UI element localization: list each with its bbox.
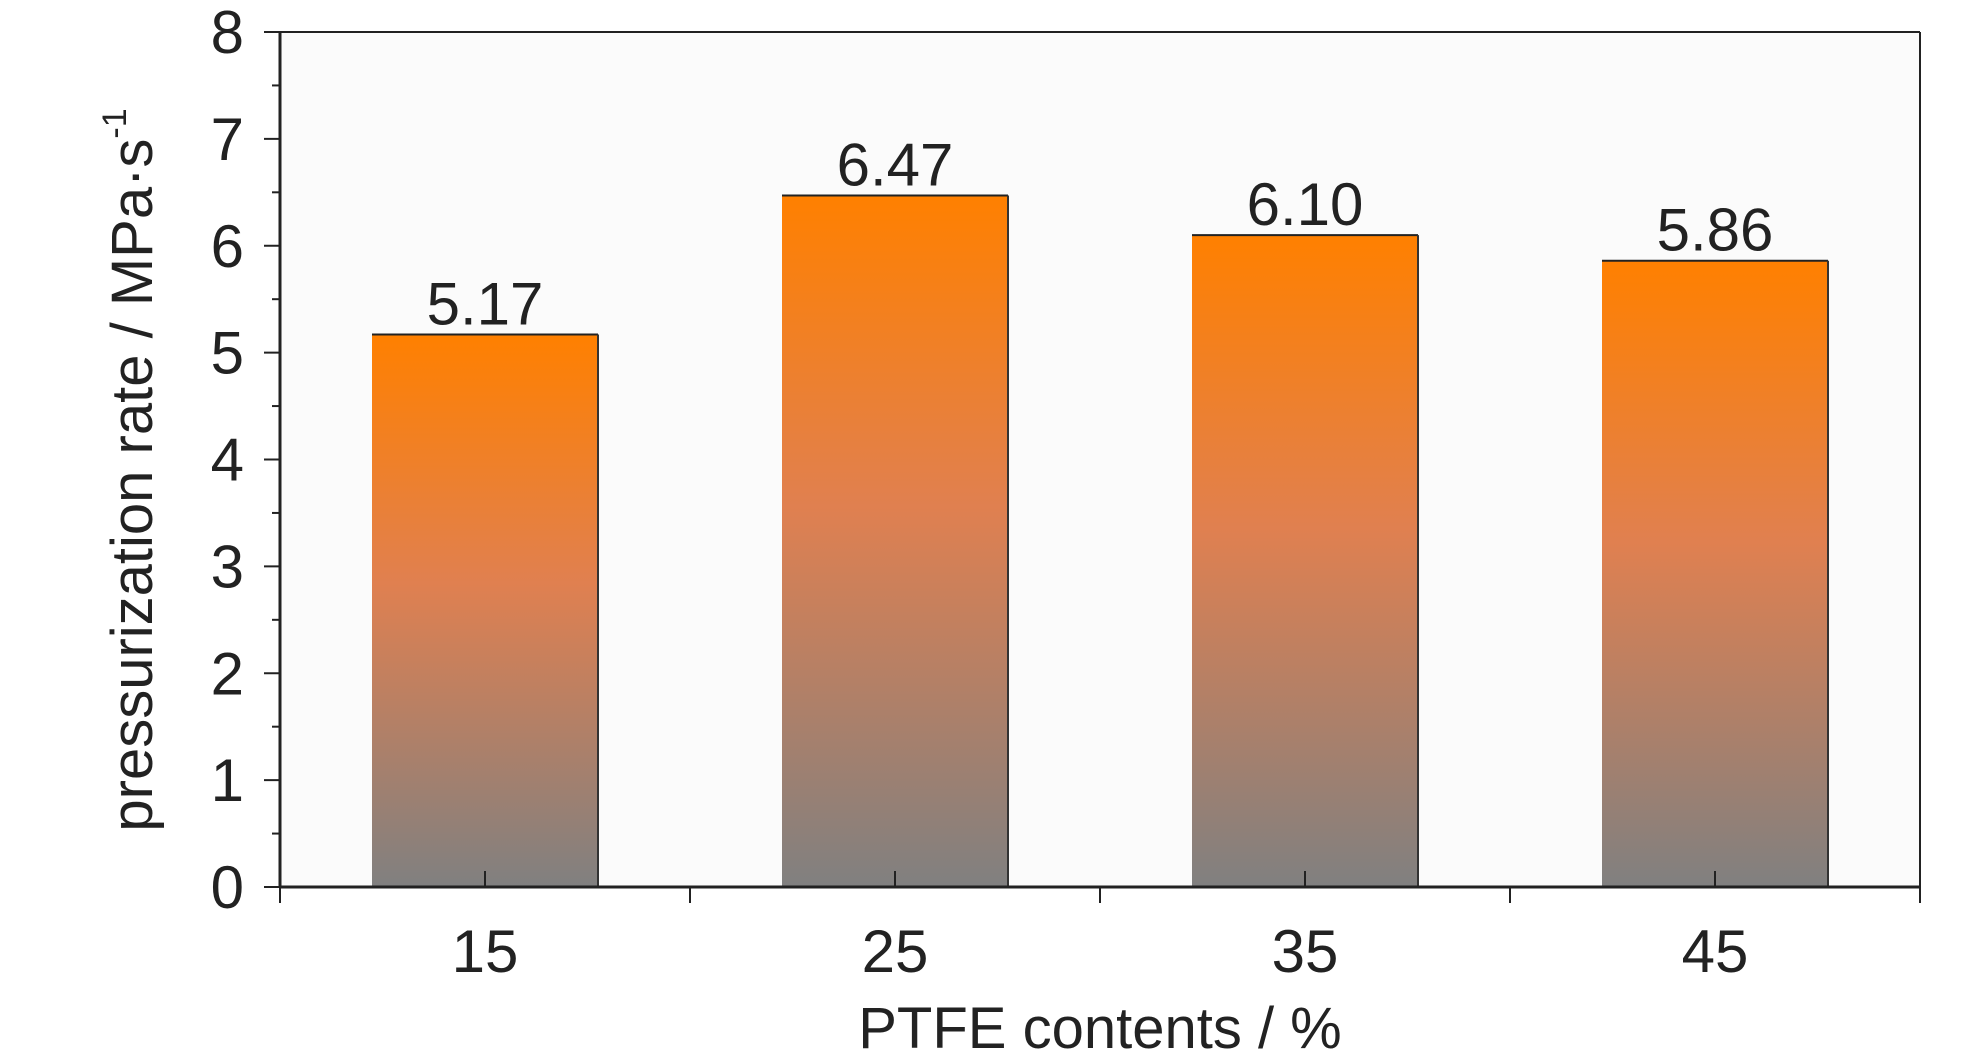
y-tick-label-6: 6: [211, 213, 244, 280]
y-tick-label-5: 5: [211, 320, 244, 387]
x-tick-label-35: 35: [1272, 918, 1339, 985]
bar-15: [372, 334, 598, 887]
y-axis-title: pressurization rate / MPa·s-1: [96, 108, 165, 831]
y-tick-label-1: 1: [211, 747, 244, 814]
data-label-45: 5.86: [1657, 197, 1774, 264]
y-tick-label-8: 8: [211, 0, 244, 66]
data-label-15: 5.17: [427, 270, 544, 337]
bar-25: [782, 195, 1008, 888]
x-axis-title: PTFE contents / %: [858, 996, 1342, 1061]
y-tick-label-2: 2: [211, 640, 244, 707]
x-tick-label-45: 45: [1682, 918, 1749, 985]
bar-45: [1602, 260, 1828, 887]
y-axis-title-text: pressurization rate / MPa·s: [100, 139, 165, 832]
y-tick-label-4: 4: [211, 427, 244, 494]
x-tick-label-25: 25: [862, 918, 929, 985]
x-tick-label-15: 15: [452, 918, 519, 985]
y-tick-label-7: 7: [211, 106, 244, 173]
data-label-35: 6.10: [1247, 171, 1364, 238]
y-tick-label-0: 0: [211, 854, 244, 921]
data-label-25: 6.47: [837, 132, 954, 199]
y-axis-title-superscript: -1: [96, 108, 134, 138]
y-tick-label-3: 3: [211, 533, 244, 600]
bar-35: [1192, 235, 1418, 887]
